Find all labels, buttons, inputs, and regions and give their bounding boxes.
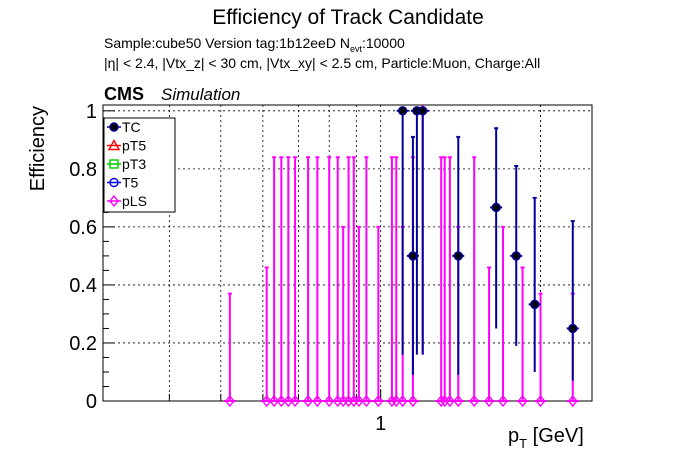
legend-marker [109, 194, 119, 208]
data-point [408, 251, 418, 261]
data-point [224, 394, 235, 408]
y-tick-label: 0.4 [69, 275, 97, 297]
data-point [491, 202, 501, 213]
data-point [408, 394, 418, 408]
data-point [568, 323, 578, 334]
data-point [290, 394, 300, 408]
data-point [397, 106, 408, 116]
data-point [453, 394, 464, 408]
data-point [303, 394, 313, 408]
sample-info: Sample:cube50 Version tag:1b12eeD Nevt:1… [104, 35, 405, 54]
data-point [361, 394, 372, 408]
legend-label: pLS [122, 193, 147, 209]
y-axis-label: Efficiency [27, 106, 49, 191]
data-marks [223, 104, 579, 408]
legend: TC pT5 pT3 T5 pLS [103, 117, 176, 213]
series-TC [396, 106, 579, 381]
data-point [312, 394, 323, 408]
data-point [324, 394, 335, 408]
selection-info: |η| < 2.4, |Vtx_z| < 30 cm, |Vtx_xy| < 2… [104, 55, 540, 71]
data-point [444, 394, 455, 408]
data-point [418, 106, 428, 116]
legend-label: pT5 [122, 138, 146, 154]
legend-item-TC: TC [107, 119, 141, 135]
data-point [517, 394, 528, 408]
data-point [373, 394, 384, 408]
x-axis-label-unit: [GeV] [527, 425, 584, 447]
legend-label: TC [122, 119, 141, 135]
x-axis-label-p: p [508, 425, 519, 447]
data-point [484, 394, 494, 408]
data-point [354, 394, 364, 408]
legend-items: TC pT5 pT3 T5 pLS [107, 119, 147, 209]
data-point [269, 394, 280, 408]
y-tick-label: 0 [86, 391, 97, 413]
data-point [469, 394, 480, 408]
y-tick-label: 0.6 [69, 217, 97, 239]
data-point [276, 394, 287, 408]
x-axis-label: pT [GeV] [508, 425, 584, 451]
x-tick-label: 1 [375, 413, 386, 435]
y-tick-label: 0.8 [69, 159, 97, 181]
x-axis-label-sub: T [519, 436, 527, 451]
series-pLS [223, 104, 579, 408]
legend-item-T5: T5 [107, 175, 139, 191]
legend-item-pT5: pT5 [107, 138, 146, 154]
data-point [261, 394, 272, 408]
data-point [529, 299, 540, 310]
data-point [397, 394, 408, 408]
y-tick-label: 1 [86, 101, 97, 123]
legend-marker [109, 159, 119, 169]
legend-marker [109, 122, 119, 132]
chart-title: Efficiency of Track Candidate [212, 6, 484, 29]
sample-info-sub: evt [350, 44, 363, 54]
legend-box [103, 117, 176, 213]
legend-label: T5 [122, 175, 139, 191]
legend-marker [107, 139, 121, 151]
data-point [453, 251, 463, 261]
data-point [498, 394, 508, 408]
legend-item-pT3: pT3 [107, 156, 146, 172]
legend-label: pT3 [122, 156, 146, 172]
data-point [567, 394, 578, 408]
simulation-label: Simulation [161, 85, 240, 104]
sample-info-text: Sample:cube50 Version tag:1b12eeD N [104, 35, 350, 51]
legend-item-pLS: pLS [107, 193, 147, 209]
data-point [283, 394, 294, 408]
legend-marker [109, 177, 119, 188]
data-point [535, 394, 546, 408]
data-point [511, 251, 521, 261]
data-point [391, 394, 402, 408]
y-tick-label: 0.2 [69, 333, 97, 355]
sample-info-tail: :10000 [362, 35, 405, 51]
data-point [387, 394, 397, 408]
cms-label: CMS [104, 84, 144, 104]
